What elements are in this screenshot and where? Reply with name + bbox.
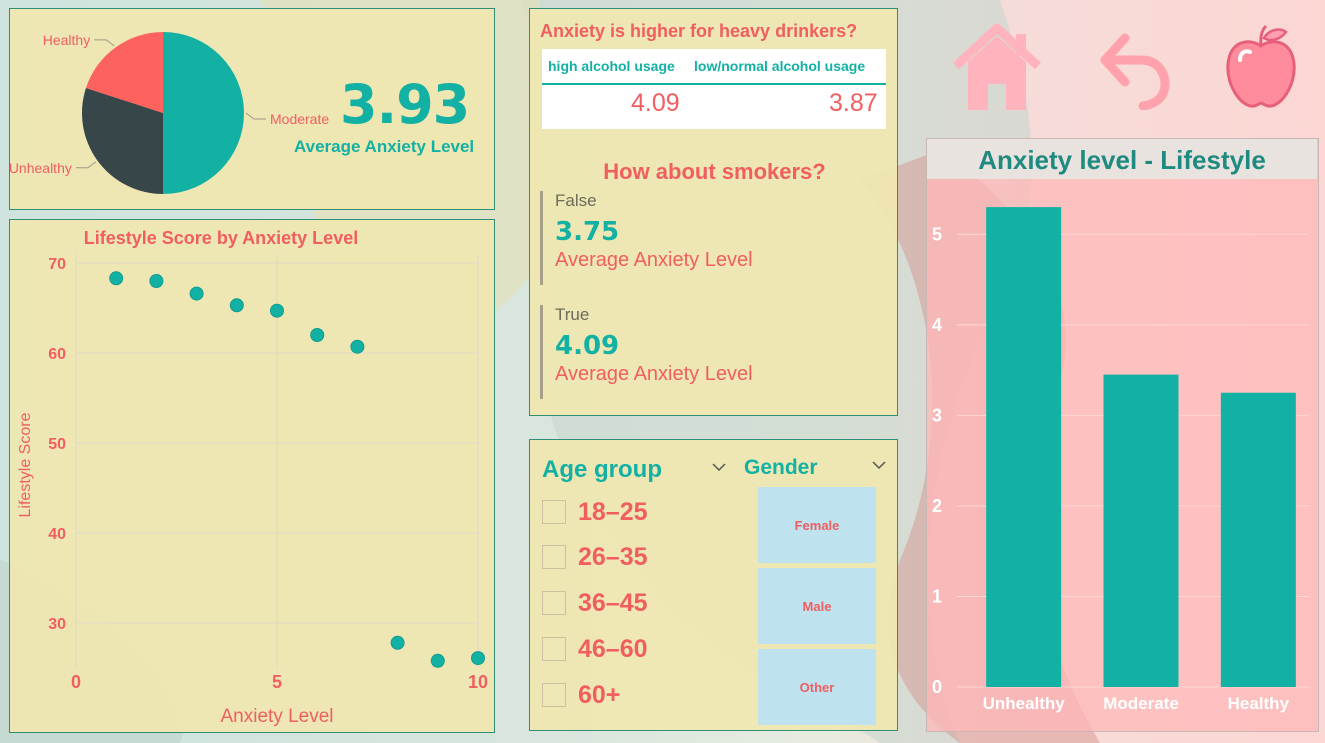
filter-slicers-panel: Age group Gender 18–25 26–35 36–45 46–60… (529, 439, 898, 731)
bar-moderate (1103, 374, 1179, 687)
age-group-slicer-title: Age group (542, 456, 662, 483)
alcohol-question-title: Anxiety is higher for heavy drinkers? (540, 21, 858, 41)
scatter-title: Lifestyle Score by Anxiety Level (84, 228, 358, 248)
scatter-point (430, 653, 445, 668)
gender-tile-other[interactable]: Other (758, 649, 876, 725)
card-value: 3.75 (555, 217, 620, 247)
card-label: True (555, 305, 590, 324)
y-tick-label: 3 (932, 405, 942, 425)
pie-leader-line (75, 161, 97, 169)
checkbox[interactable] (542, 683, 566, 707)
pie-leader-line (94, 39, 115, 47)
card-caption: Average Anxiety Level (555, 249, 753, 271)
y-tick-label: 40 (48, 526, 66, 543)
checkbox[interactable] (542, 637, 566, 661)
alcohol-value-low: 3.87 (829, 89, 878, 117)
gender-tile-female[interactable]: Female (758, 487, 876, 563)
anxiety-lifestyle-bar-chart: 0 1 2 3 4 5 Unhealthy Moderate Healthy (932, 207, 1309, 713)
bar-chart-panel: Anxiety level - Lifestyle 0 1 2 3 4 5 Unhealth… (926, 138, 1319, 732)
smokers-card-false: False 3.75 Average Anxiety Level (540, 191, 840, 285)
y-tick-label: 1 (932, 586, 942, 606)
checkbox[interactable] (542, 591, 566, 615)
scatter-chart-panel: Lifestyle Score by Anxiety Level 30 40 50 60… (9, 219, 495, 733)
scatter-point (310, 328, 325, 342)
pie-leader-line (245, 112, 266, 120)
age-option-label: 36–45 (578, 588, 648, 617)
pie-label: Healthy (43, 32, 90, 48)
card-value: 4.09 (555, 331, 620, 361)
pie-slice-unhealthy (82, 87, 163, 194)
card-label: False (555, 191, 597, 210)
scatter-point (471, 651, 485, 666)
gender-tile-male[interactable]: Male (758, 568, 876, 644)
checkbox[interactable] (542, 545, 566, 569)
y-tick-label: 0 (932, 677, 942, 697)
apple-icon[interactable] (1224, 24, 1298, 110)
y-tick-label: 2 (932, 496, 942, 516)
smokers-card-true: True 4.09 Average Anxiety Level (540, 305, 840, 399)
age-option-26-35[interactable]: 26–35 (542, 542, 648, 572)
scatter-point (189, 286, 204, 301)
age-option-60-plus[interactable]: 60+ (542, 680, 620, 710)
scatter-point (390, 635, 405, 650)
scatter-point (149, 274, 164, 288)
age-option-label: 46–60 (578, 634, 648, 663)
scatter-point (350, 339, 365, 354)
bar-unhealthy (986, 207, 1062, 687)
pie-chart-panel: Moderate Unhealthy Healthy 3.93 Average An… (9, 8, 495, 210)
y-tick-label: 30 (48, 616, 66, 633)
y-tick-label: 5 (932, 224, 942, 244)
lifestyle-pie-chart: Moderate Unhealthy Healthy (10, 31, 329, 194)
kpi-average-anxiety-caption: Average Anxiety Level (294, 137, 475, 156)
x-tick-label: 10 (468, 672, 488, 692)
scatter-point (229, 298, 244, 313)
pie-slice-healthy (85, 31, 163, 113)
alcohol-value-high: 4.09 (631, 89, 680, 117)
scatter-point (270, 303, 284, 318)
chevron-down-icon[interactable] (872, 458, 886, 472)
gender-slicer-title: Gender (744, 456, 818, 479)
y-tick-label: 4 (932, 315, 942, 335)
table-divider (542, 83, 886, 85)
age-option-46-60[interactable]: 46–60 (542, 634, 648, 664)
pie-label: Moderate (270, 111, 329, 127)
age-option-36-45[interactable]: 36–45 (542, 588, 648, 618)
pie-label: Unhealthy (10, 160, 72, 176)
bar-healthy (1220, 392, 1296, 687)
x-category-label: Moderate (1103, 694, 1179, 713)
alcohol-smokers-panel: Anxiety is higher for heavy drinkers? hi… (529, 8, 898, 416)
x-category-label: Healthy (1228, 694, 1290, 713)
age-option-label: 18–25 (578, 497, 648, 526)
home-icon[interactable] (950, 22, 1044, 112)
alcohol-table: high alcohol usage low/normal alcohol us… (542, 49, 886, 129)
y-tick-label: 70 (48, 256, 66, 273)
kpi-average-anxiety-value: 3.93 (340, 73, 470, 136)
alcohol-header-low: low/normal alcohol usage (694, 58, 866, 74)
age-option-label: 60+ (578, 680, 621, 709)
scatter-point (109, 271, 124, 286)
y-tick-label: 60 (48, 346, 66, 363)
x-category-label: Unhealthy (983, 694, 1066, 713)
card-caption: Average Anxiety Level (555, 363, 753, 385)
x-tick-label: 0 (71, 672, 81, 692)
alcohol-header-high: high alcohol usage (548, 58, 675, 74)
y-tick-label: 50 (48, 436, 66, 453)
x-axis-label: Anxiety Level (220, 706, 333, 727)
y-axis-label: Lifestyle Score (17, 412, 34, 517)
lifestyle-score-scatter-chart: Lifestyle Score by Anxiety Level30405060… (17, 228, 488, 727)
x-tick-label: 5 (272, 672, 282, 692)
checkbox[interactable] (542, 500, 566, 524)
back-arrow-icon[interactable] (1095, 28, 1171, 110)
bar-chart-title: Anxiety level - Lifestyle (927, 139, 1317, 179)
pie-slice-moderate (163, 32, 244, 194)
smokers-question-title: How about smokers? (603, 159, 826, 184)
age-option-label: 26–35 (578, 542, 648, 571)
age-option-18-25[interactable]: 18–25 (542, 497, 648, 527)
chevron-down-icon[interactable] (712, 460, 726, 474)
